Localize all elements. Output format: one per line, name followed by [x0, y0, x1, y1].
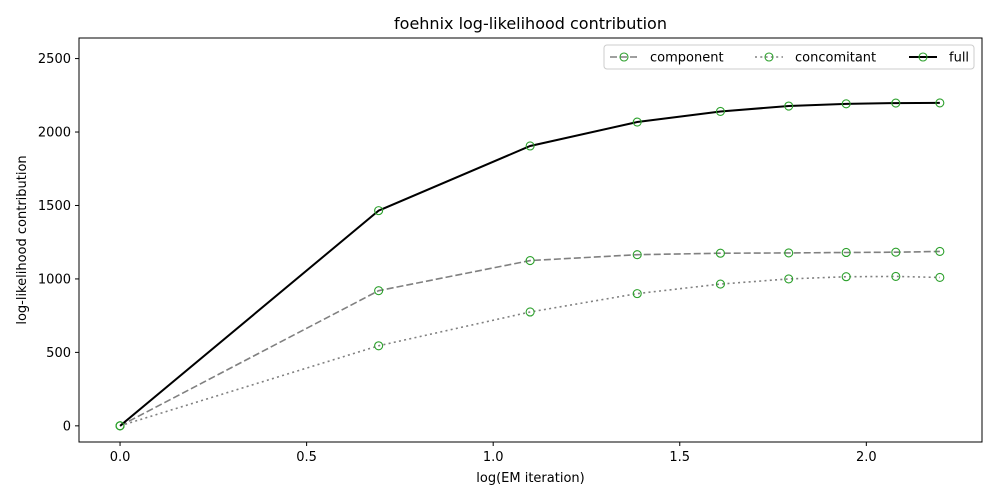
data-point	[715, 106, 725, 117]
y-axis: 0 500 1000 1500 2000 2500	[38, 52, 79, 434]
data-point	[841, 99, 851, 109]
y-tick-label: 1500	[38, 199, 71, 214]
y-tick-label: 2000	[38, 126, 71, 141]
series-line-component	[119, 250, 940, 427]
data-point	[891, 98, 901, 108]
data-point	[715, 248, 725, 258]
data-point	[525, 256, 535, 266]
data-point	[784, 101, 794, 111]
y-axis-label: log-likelihood contribution	[15, 155, 30, 324]
data-point	[935, 98, 945, 108]
data-point	[632, 117, 642, 127]
x-tick-label: 1.0	[483, 450, 504, 465]
data-point	[525, 307, 535, 317]
legend-entry-full: full	[909, 51, 969, 66]
x-tick-label: 1.5	[669, 450, 690, 465]
legend-box	[603, 44, 975, 70]
y-tick-label: 1000	[38, 272, 71, 287]
data-point	[525, 141, 535, 151]
legend: component concomitant full	[603, 44, 975, 70]
legend-marker	[764, 52, 774, 62]
y-tick-label: 500	[46, 346, 71, 361]
data-point	[841, 247, 851, 258]
data-point	[374, 206, 384, 216]
plot-frame	[78, 37, 983, 443]
series-component	[115, 246, 945, 431]
data-point	[784, 274, 794, 284]
data-point	[632, 289, 642, 299]
data-point	[632, 250, 642, 260]
legend-label: concomitant	[795, 51, 876, 66]
series-line-full	[119, 101, 940, 427]
plot-area	[115, 98, 945, 431]
data-point	[374, 286, 384, 296]
legend-marker	[918, 52, 928, 62]
data-point	[715, 279, 725, 289]
y-tick-label: 0	[63, 419, 71, 434]
data-point	[935, 246, 945, 257]
series-full	[115, 98, 945, 431]
legend-entry-concomitant: concomitant	[755, 51, 876, 66]
x-tick-label: 0.0	[110, 450, 131, 465]
x-axis: 0.0 0.5 1.0 1.5 2.0	[110, 442, 877, 465]
data-point	[891, 271, 901, 281]
legend-label: component	[650, 51, 724, 66]
data-point	[841, 272, 851, 282]
chart-title: foehnix log-likelihood contribution	[394, 14, 667, 33]
data-point	[935, 272, 945, 283]
x-tick-label: 2.0	[856, 450, 877, 465]
x-tick-label: 0.5	[296, 450, 317, 465]
data-point	[784, 248, 794, 258]
data-point	[115, 421, 125, 431]
legend-label: full	[949, 51, 969, 66]
data-point	[891, 247, 901, 257]
x-axis-label: log(EM iteration)	[476, 471, 584, 486]
legend-marker	[619, 52, 629, 62]
legend-entry-component: component	[610, 51, 724, 66]
y-tick-label: 2500	[38, 52, 71, 67]
data-point	[374, 341, 384, 351]
